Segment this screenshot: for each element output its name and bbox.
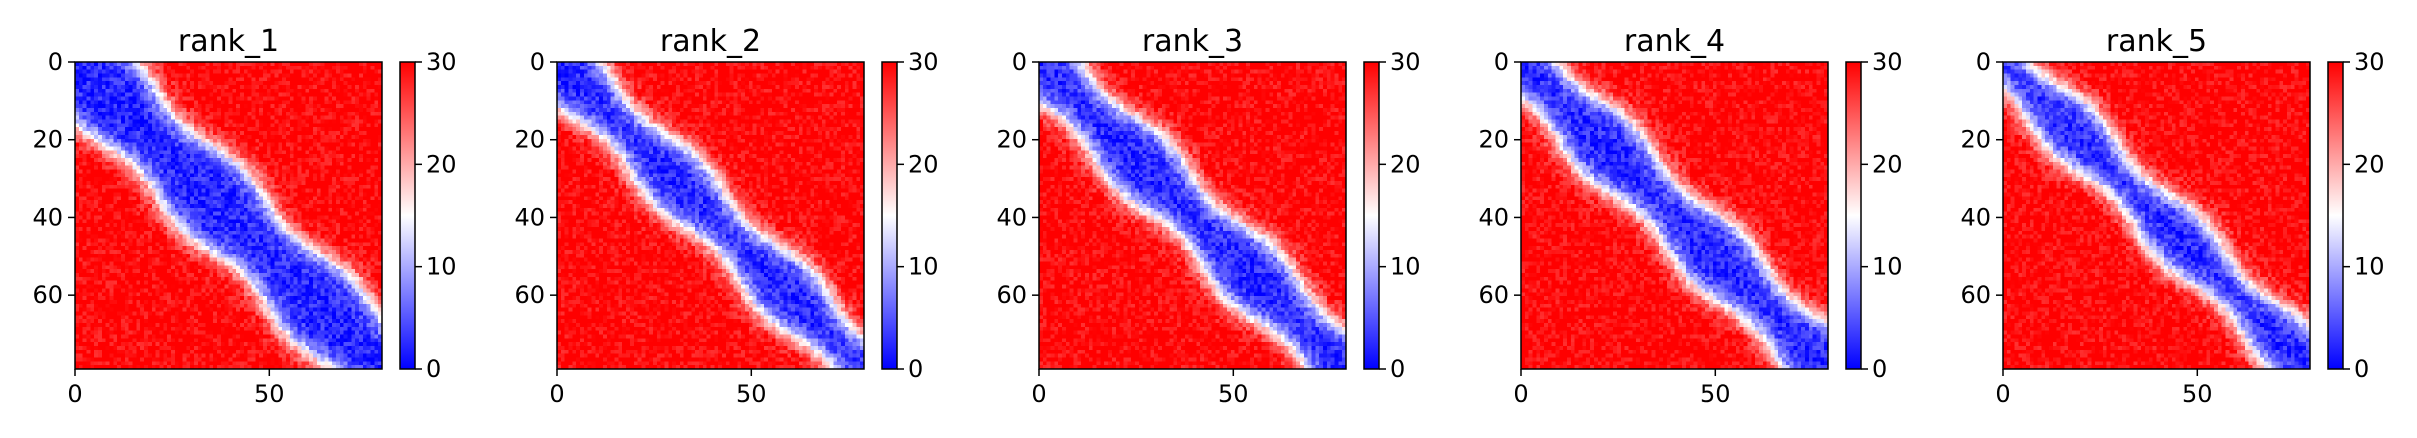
colorbar-tick-label: 10 [2354, 253, 2385, 281]
colorbar-tick-label: 20 [1872, 150, 1903, 178]
heatmap-image [75, 62, 382, 369]
y-tick-label: 0 [530, 48, 545, 76]
y-tick-label: 0 [1012, 48, 1027, 76]
panel-title: rank_2 [660, 24, 761, 59]
y-tick-label: 60 [32, 281, 63, 309]
colorbar-tick-label: 30 [426, 48, 457, 76]
colorbar-tick-label: 0 [908, 355, 923, 383]
colorbar [1845, 61, 1862, 370]
axes-frame [556, 61, 865, 370]
x-tick-label: 0 [67, 380, 82, 408]
colorbar-tick-label: 30 [908, 48, 939, 76]
heatmap-panel-3: rank_3 0 20 40 60 0 50 0 10 20 30 [996, 24, 1420, 408]
colorbar-tick-label: 0 [2354, 355, 2369, 383]
heatmap-panel-1: rank_1 0 20 40 60 0 50 0 10 20 30 [32, 24, 456, 408]
heatmap-panel-5: rank_5 0 20 40 60 0 50 0 10 20 30 [1960, 24, 2384, 408]
colorbar-tick-label: 10 [1390, 253, 1421, 281]
axes-frame [1520, 61, 1829, 370]
heatmap-image [557, 62, 864, 369]
colorbar-tick-label: 20 [2354, 150, 2385, 178]
y-tick-label: 40 [32, 203, 63, 231]
y-tick-label: 20 [514, 126, 545, 154]
y-tick-label: 20 [32, 126, 63, 154]
axes-frame [2002, 61, 2311, 370]
y-tick-label: 0 [48, 48, 63, 76]
y-tick-label: 0 [1976, 48, 1991, 76]
y-tick-label: 60 [514, 281, 545, 309]
heatmap-image [1039, 62, 1346, 369]
x-tick-label: 0 [1513, 380, 1528, 408]
y-tick-label: 60 [1960, 281, 1991, 309]
colorbar-tick-label: 30 [1872, 48, 1903, 76]
x-tick-label: 50 [736, 380, 767, 408]
colorbar-tick-label: 20 [908, 150, 939, 178]
colorbar [881, 61, 898, 370]
x-tick-label: 0 [1031, 380, 1046, 408]
y-tick-label: 60 [1478, 281, 1509, 309]
heatmap-panel-2: rank_2 0 20 40 60 0 50 0 10 20 30 [514, 24, 938, 408]
colorbar-tick-label: 10 [426, 253, 457, 281]
y-tick-label: 40 [514, 203, 545, 231]
colorbar-tick-label: 10 [1872, 253, 1903, 281]
colorbar-tick-label: 30 [2354, 48, 2385, 76]
colorbar-tick-label: 20 [1390, 150, 1421, 178]
x-tick-label: 0 [1995, 380, 2010, 408]
heatmap-image [1521, 62, 1828, 369]
x-tick-label: 0 [549, 380, 564, 408]
y-tick-label: 40 [1478, 203, 1509, 231]
panel-title: rank_4 [1624, 24, 1725, 59]
x-tick-label: 50 [254, 380, 285, 408]
colorbar-tick-label: 0 [1872, 355, 1887, 383]
x-tick-label: 50 [2182, 380, 2213, 408]
colorbar [2327, 61, 2344, 370]
y-tick-label: 40 [1960, 203, 1991, 231]
x-tick-label: 50 [1700, 380, 1731, 408]
axes-frame [1038, 61, 1347, 370]
colorbar-tick-label: 0 [426, 355, 441, 383]
y-tick-label: 20 [996, 126, 1027, 154]
panel-title: rank_3 [1142, 24, 1243, 59]
y-tick-label: 60 [996, 281, 1027, 309]
colorbar [399, 61, 416, 370]
heatmap-image [2003, 62, 2310, 369]
heatmap-panel-4: rank_4 0 20 40 60 0 50 0 10 20 30 [1478, 24, 1902, 408]
y-tick-label: 0 [1494, 48, 1509, 76]
colorbar-tick-label: 20 [426, 150, 457, 178]
colorbar [1363, 61, 1380, 370]
y-tick-label: 40 [996, 203, 1027, 231]
colorbar-tick-label: 10 [908, 253, 939, 281]
axes-frame [74, 61, 383, 370]
colorbar-tick-label: 30 [1390, 48, 1421, 76]
panel-title: rank_1 [178, 24, 279, 59]
y-tick-label: 20 [1478, 126, 1509, 154]
y-tick-label: 20 [1960, 126, 1991, 154]
x-tick-label: 50 [1218, 380, 1249, 408]
panel-title: rank_5 [2106, 24, 2207, 59]
colorbar-tick-label: 0 [1390, 355, 1405, 383]
